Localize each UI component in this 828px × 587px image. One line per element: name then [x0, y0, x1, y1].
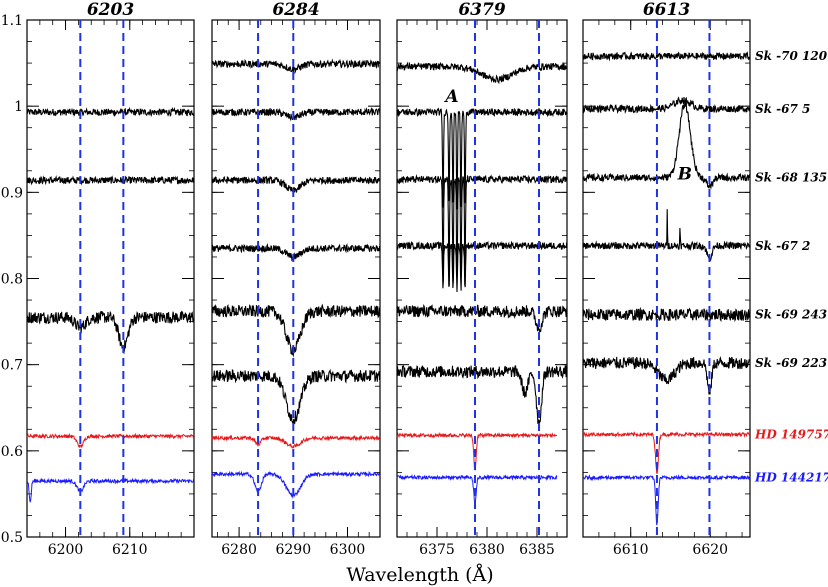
y-tick-label: 0.9: [1, 185, 23, 201]
spectrum-sk--70-120: [211, 58, 381, 75]
panel-frame: [26, 19, 195, 538]
panel-title: 6284: [272, 0, 319, 20]
y-tick-label: 0.7: [1, 358, 23, 374]
spectrum-sk--67-2: [211, 243, 381, 262]
spectrum-hd-149757: [582, 431, 751, 474]
spectrum-sk--69-243: [211, 303, 381, 358]
x-tick-label: 6620: [692, 542, 728, 558]
x-tick-label: 6280: [221, 542, 257, 558]
panel-6379: 6379 6375 6380 6385: [396, 0, 568, 558]
spectrum-sk--68-135: [582, 101, 751, 190]
spectrum-sk--69-223: [582, 356, 751, 395]
spectrum-sk--67-5: [211, 107, 381, 122]
star-label: Sk -70 120: [755, 49, 828, 63]
spectrum-hd-144217: [582, 474, 751, 526]
y-tick-label: 0.5: [1, 530, 23, 546]
y-tick-label: 1: [14, 99, 23, 115]
panel-6284: 6284 6280 6290 6300: [211, 0, 381, 558]
panel-frame: [396, 19, 568, 538]
star-label: HD 149757: [754, 427, 828, 441]
y-tick-label: 0.6: [1, 444, 23, 460]
panel-title: 6379: [458, 0, 505, 20]
panel-6203: 6203 0.5 0.6 0.7 0.8 0.9 1 1.1 6200 6210: [1, 0, 195, 558]
spectrum-hd-144217: [396, 474, 558, 505]
spectrum-hd-144217: [26, 477, 195, 503]
panel-title: 6203: [87, 0, 134, 20]
panel-frame: [582, 19, 751, 538]
star-label: Sk -67 5: [755, 102, 810, 116]
spectrum-sk--70-120: [582, 51, 751, 62]
annotation-A: A: [443, 87, 458, 107]
spectrum-hd-149757: [26, 432, 195, 449]
spectrum-sk--69-243: [582, 306, 751, 323]
x-tick-label: 6375: [419, 542, 455, 558]
spectrum-sk--67-2: [582, 209, 751, 263]
spectrum-sk--68-135: [211, 175, 381, 193]
x-tick-label: 6385: [519, 542, 555, 558]
spectrum-sk--69-223: [396, 365, 568, 428]
x-tick-label: 6290: [275, 542, 311, 558]
spectrum-sk--69-243: [396, 303, 568, 333]
spectrum-sk--68-135: [396, 174, 568, 276]
x-tick-label: 6610: [613, 542, 649, 558]
panel-title: 6613: [643, 0, 690, 20]
spectrum-sk--67-5: [396, 107, 568, 210]
star-label: Sk -69 243: [755, 308, 827, 322]
annotation-B: B: [677, 164, 692, 184]
panel-frame: [211, 19, 381, 538]
spectrum-sk--67-5: [582, 96, 751, 115]
spectrum-hd-149757: [396, 431, 558, 471]
spectrum-sk--68-135: [26, 175, 195, 186]
star-label: Sk -67 2: [755, 239, 810, 253]
star-label: HD 144217: [754, 471, 828, 485]
spectrum-sk--69-223: [211, 368, 381, 425]
star-label: Sk -68 135: [755, 171, 827, 185]
x-tick-label: 6210: [112, 542, 148, 558]
spectrum-sk--67-5: [26, 106, 195, 118]
spectrum-sk--67-2: [396, 240, 568, 293]
panel-6613: 6613 6610 6620: [582, 0, 751, 558]
spectrum-hd-144217: [211, 470, 381, 500]
spectrum-sk--70-120: [396, 61, 568, 85]
star-label: Sk -69 223: [755, 356, 827, 370]
x-tick-label: 6380: [469, 542, 505, 558]
x-tick-label: 6300: [330, 542, 366, 558]
x-tick-label: 6200: [48, 542, 84, 558]
y-tick-label: 1.1: [1, 13, 23, 29]
x-axis-label: Wavelength (Å): [346, 564, 493, 586]
spectrum-hd-149757: [211, 434, 381, 449]
y-tick-label: 0.8: [1, 272, 23, 288]
spectrum-sk--69-243: [26, 310, 195, 355]
